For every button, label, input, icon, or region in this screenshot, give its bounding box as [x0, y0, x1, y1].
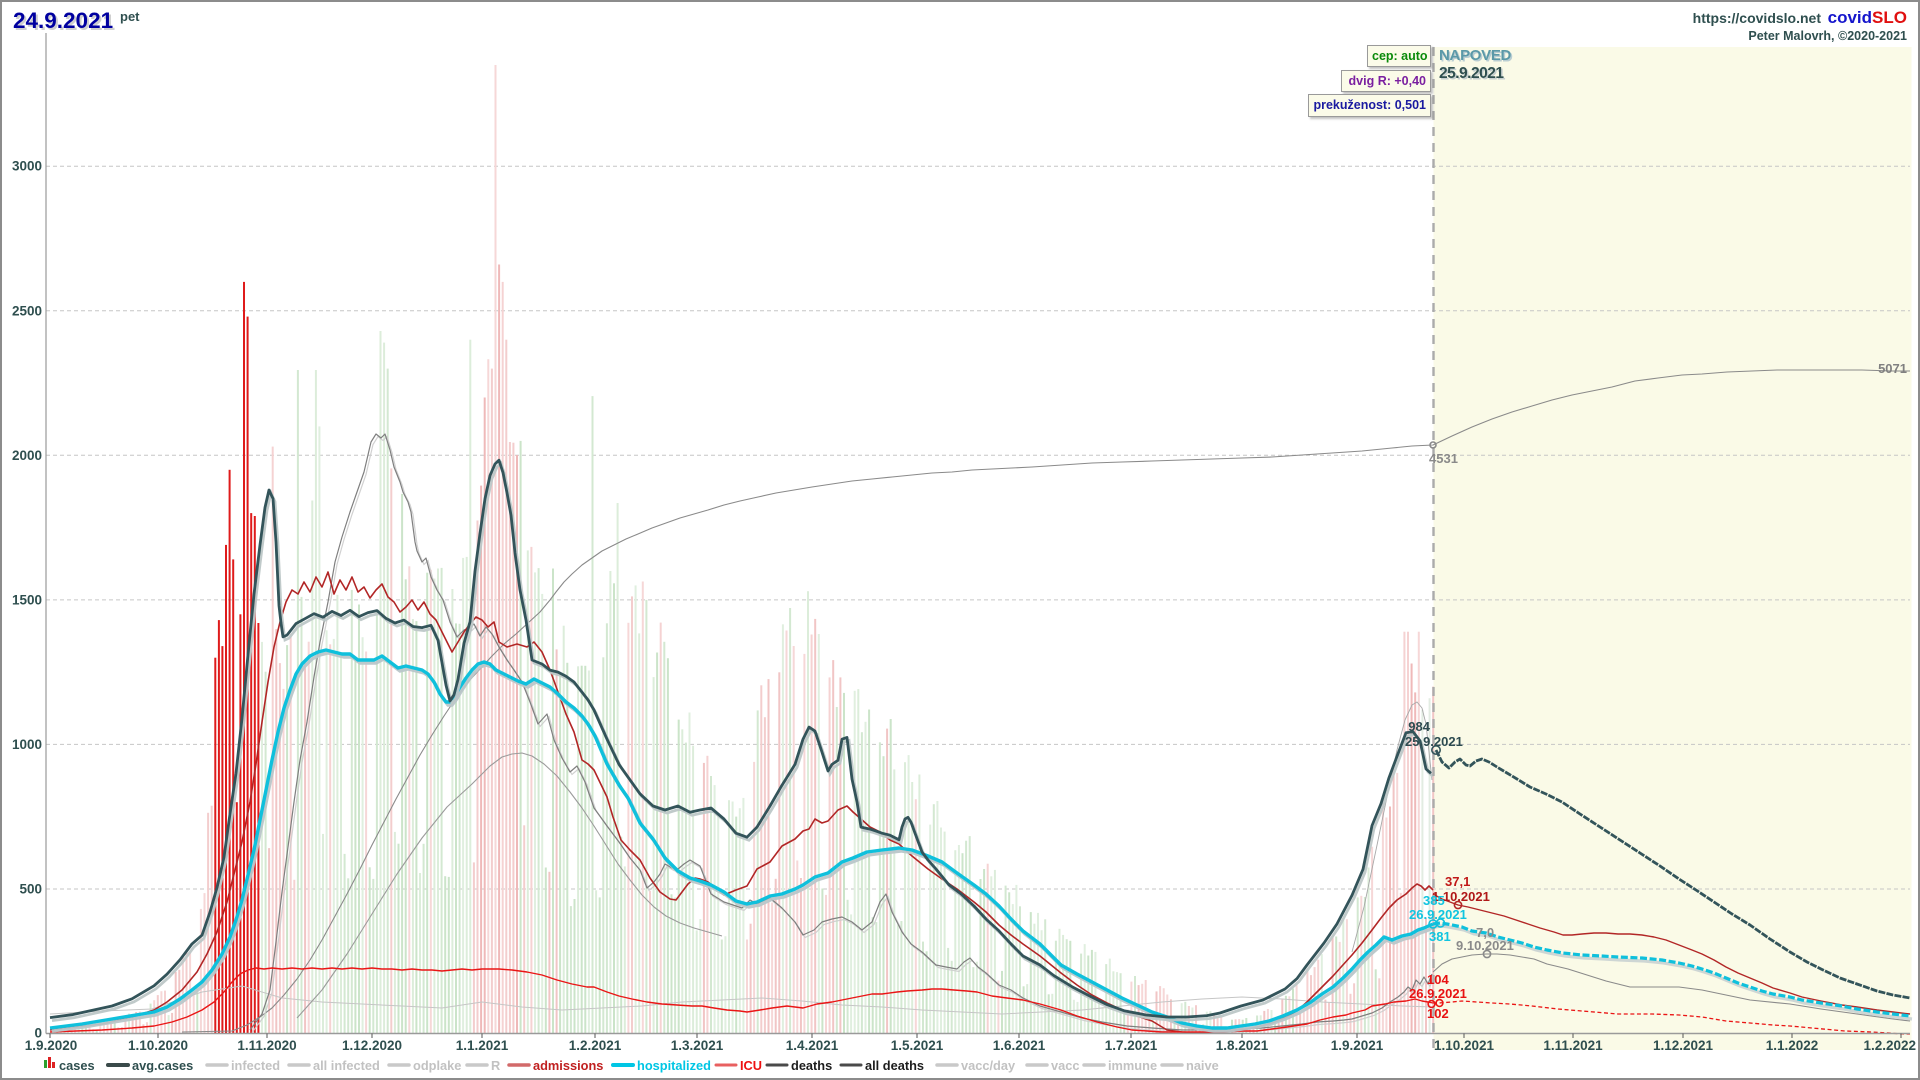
svg-text:immune: immune: [1108, 1058, 1157, 1073]
svg-text:9.10.2021: 9.10.2021: [1456, 938, 1514, 953]
svg-text:vacc/day: vacc/day: [961, 1058, 1016, 1073]
svg-text:cases: cases: [59, 1058, 95, 1073]
svg-text:1500: 1500: [12, 592, 42, 607]
svg-text:26.9.2021: 26.9.2021: [1409, 986, 1467, 1001]
svg-text:3000: 3000: [12, 159, 42, 174]
svg-text:500: 500: [19, 882, 42, 897]
svg-text:infected: infected: [231, 1058, 280, 1073]
svg-text:deaths: deaths: [791, 1058, 832, 1073]
svg-text:1.12.2020: 1.12.2020: [342, 1038, 402, 1053]
svg-text:1.2.2021: 1.2.2021: [569, 1038, 622, 1053]
svg-text:1.10.2021: 1.10.2021: [1432, 889, 1490, 904]
svg-text:0: 0: [34, 1026, 42, 1041]
svg-text:1.3.2021: 1.3.2021: [671, 1038, 724, 1053]
svg-text:385: 385: [1423, 893, 1445, 908]
svg-text:vacc: vacc: [1051, 1058, 1079, 1073]
svg-text:ICU: ICU: [740, 1058, 762, 1073]
svg-text:naive: naive: [1186, 1058, 1219, 1073]
svg-text:1.8.2021: 1.8.2021: [1216, 1038, 1269, 1053]
svg-text:avg.cases: avg.cases: [132, 1058, 193, 1073]
svg-text:all infected: all infected: [313, 1058, 380, 1073]
svg-text:odplake: odplake: [413, 1058, 461, 1073]
svg-text:984: 984: [1408, 719, 1430, 734]
svg-text:1.6.2021: 1.6.2021: [993, 1038, 1046, 1053]
svg-text:25.9.2021: 25.9.2021: [1405, 734, 1463, 749]
svg-text:R: R: [491, 1058, 500, 1073]
svg-text:7,0: 7,0: [1476, 925, 1494, 940]
svg-text:5071: 5071: [1878, 361, 1907, 376]
svg-text:1.1.2021: 1.1.2021: [456, 1038, 509, 1053]
svg-text:1.4.2021: 1.4.2021: [786, 1038, 839, 1053]
svg-text:1000: 1000: [12, 737, 42, 752]
svg-text:1.11.2021: 1.11.2021: [1543, 1038, 1603, 1053]
svg-text:1.10.2021: 1.10.2021: [1434, 1038, 1495, 1053]
svg-text:1.11.2020: 1.11.2020: [237, 1038, 296, 1053]
svg-text:37,1: 37,1: [1445, 874, 1470, 889]
svg-text:102: 102: [1427, 1006, 1449, 1021]
svg-text:104: 104: [1427, 972, 1449, 987]
svg-text:381: 381: [1429, 929, 1451, 944]
svg-text:1.9.2020: 1.9.2020: [25, 1038, 78, 1053]
svg-text:1.9.2021: 1.9.2021: [1331, 1038, 1384, 1053]
svg-text:1.7.2021: 1.7.2021: [1105, 1038, 1158, 1053]
svg-text:hospitalized: hospitalized: [637, 1058, 711, 1073]
svg-text:26.9.2021: 26.9.2021: [1409, 907, 1467, 922]
svg-text:1.2.2022: 1.2.2022: [1863, 1038, 1916, 1053]
svg-text:1.10.2020: 1.10.2020: [128, 1038, 188, 1053]
svg-text:4531: 4531: [1429, 451, 1458, 466]
svg-text:1.1.2022: 1.1.2022: [1766, 1038, 1819, 1053]
svg-text:1.12.2021: 1.12.2021: [1653, 1038, 1714, 1053]
svg-text:admissions: admissions: [533, 1058, 603, 1073]
svg-text:2000: 2000: [12, 448, 42, 463]
svg-text:all deaths: all deaths: [865, 1058, 924, 1073]
svg-text:1.5.2021: 1.5.2021: [891, 1038, 944, 1053]
svg-text:2500: 2500: [12, 303, 42, 318]
